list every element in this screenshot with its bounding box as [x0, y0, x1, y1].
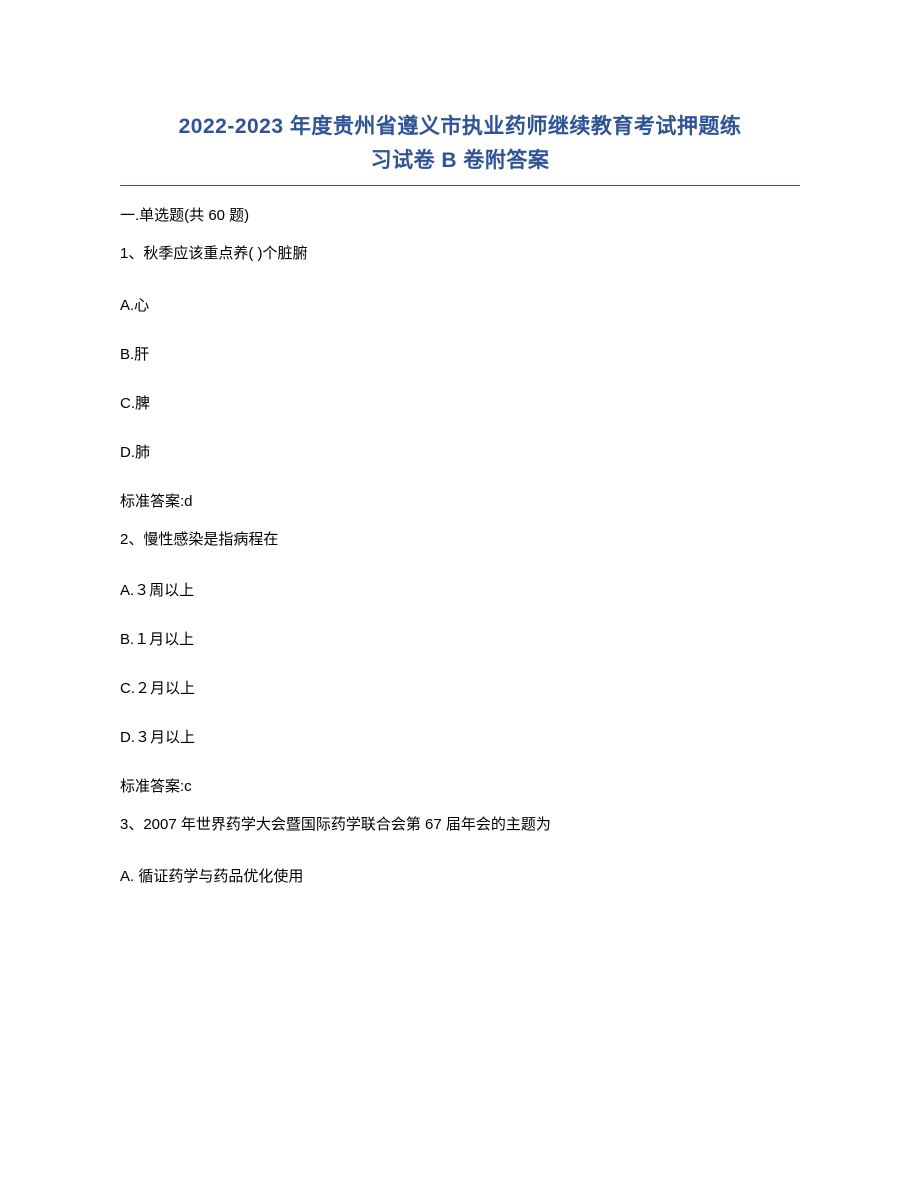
question-prompt: 2、慢性感染是指病程在 [120, 529, 800, 552]
option-d: D.３月以上 [120, 726, 800, 747]
question-1: 1、秋季应该重点养( )个脏腑 A.心 B.肝 C.脾 D.肺 标准答案:d [120, 243, 800, 511]
title-line-1: 2022-2023 年度贵州省遵义市执业药师继续教育考试押题练 [120, 110, 800, 144]
section-header: 一.单选题(共 60 题) [120, 204, 800, 225]
option-a: A.３周以上 [120, 579, 800, 600]
title-line-2: 习试卷 B 卷附答案 [120, 144, 800, 178]
answer-label: 标准答案:d [120, 490, 800, 511]
question-prompt: 3、2007 年世界药学大会暨国际药学联合会第 67 届年会的主题为 [120, 814, 800, 837]
option-c: C.２月以上 [120, 677, 800, 698]
option-a: A. 循证药学与药品优化使用 [120, 865, 800, 886]
title-divider [120, 185, 800, 186]
question-3: 3、2007 年世界药学大会暨国际药学联合会第 67 届年会的主题为 A. 循证… [120, 814, 800, 886]
option-d: D.肺 [120, 441, 800, 462]
question-2: 2、慢性感染是指病程在 A.３周以上 B.１月以上 C.２月以上 D.３月以上 … [120, 529, 800, 797]
option-c: C.脾 [120, 392, 800, 413]
option-b: B.肝 [120, 343, 800, 364]
option-b: B.１月以上 [120, 628, 800, 649]
question-prompt: 1、秋季应该重点养( )个脏腑 [120, 243, 800, 266]
option-a: A.心 [120, 294, 800, 315]
document-title: 2022-2023 年度贵州省遵义市执业药师继续教育考试押题练 习试卷 B 卷附… [120, 110, 800, 177]
answer-label: 标准答案:c [120, 775, 800, 796]
